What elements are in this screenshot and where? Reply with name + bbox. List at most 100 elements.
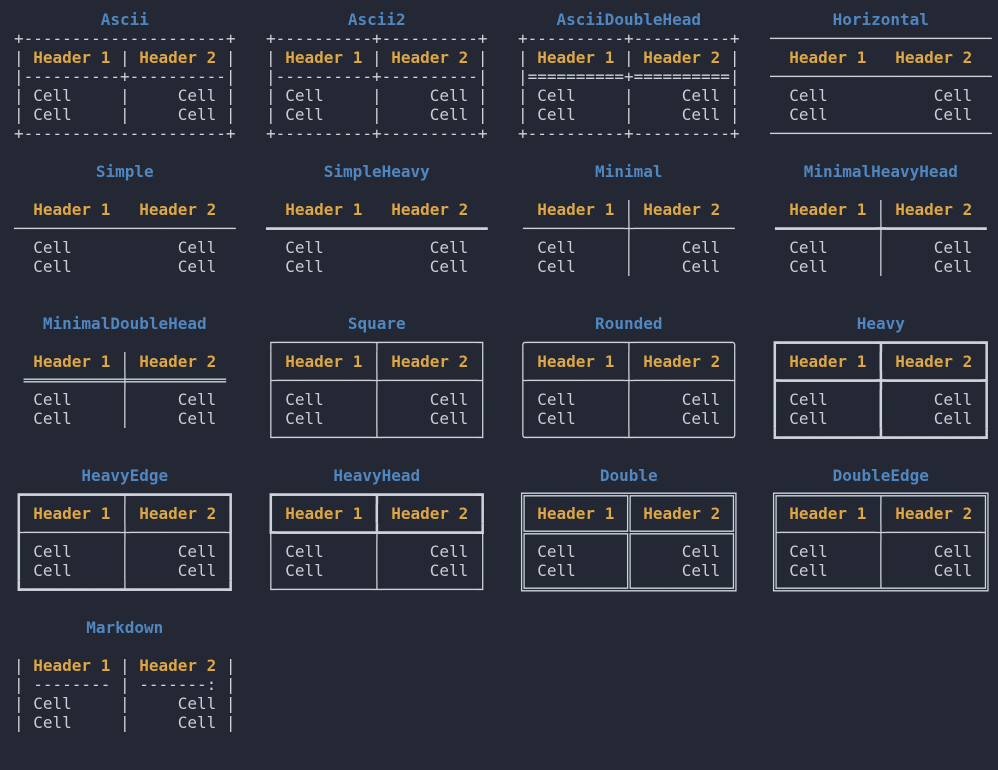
cell-text: Cell: [33, 542, 111, 561]
table-line: └──────────┴──────────┘: [266, 580, 488, 599]
table-line: ───────────────────────: [770, 29, 992, 48]
box-border: |: [110, 713, 140, 732]
cell-text: Cell: [285, 561, 363, 580]
box-border: ║: [518, 561, 538, 580]
header-text: Header 2: [391, 48, 469, 67]
cell-text: Cell: [33, 561, 111, 580]
box-border: [866, 48, 895, 67]
cell-text: Cell: [391, 542, 469, 561]
box-border: ┃: [972, 409, 992, 428]
cell-text: Cell: [895, 238, 973, 257]
box-border: +----------+----------+: [266, 124, 488, 143]
box-border: ┃: [866, 390, 896, 409]
header-text: Header 1: [33, 352, 111, 371]
box-border: ┡━━━━━━━━━━╇━━━━━━━━━━┩: [266, 523, 488, 542]
box-border: │: [866, 561, 896, 580]
cell-text: Cell: [33, 713, 111, 732]
table-line: ┗━━━━━━━━━━┷━━━━━━━━━━┛: [14, 580, 236, 599]
box-border: |: [362, 86, 392, 105]
table-line: │ Cell │ Cell │: [266, 561, 488, 580]
table-line: ┃ Cell │ Cell ┃: [14, 542, 236, 561]
cell-text: Cell: [789, 561, 867, 580]
box-border: ╺━━━━━━━━━━┿━━━━━━━━━━╸: [770, 219, 992, 238]
box-border: |: [14, 48, 34, 67]
table-line: Cell │ Cell: [14, 390, 236, 409]
box-border: ║: [614, 561, 644, 580]
box-border: [720, 238, 739, 257]
header-text: Header 1: [537, 200, 615, 219]
box-border: │: [720, 409, 740, 428]
box-border: [216, 390, 235, 409]
cell-text: Cell: [139, 542, 217, 561]
box-border: [770, 257, 789, 276]
box-border: ┃: [14, 542, 34, 561]
box-border: [362, 257, 391, 276]
table-line: Header 1 │ Header 2: [518, 200, 740, 219]
table-title: Ascii2: [347, 10, 406, 29]
table-ascii-double-head: AsciiDoubleHead +----------+----------+ | …: [518, 10, 740, 162]
table-heavy-edge: HeavyEdge ┏━━━━━━━━━━┯━━━━━━━━━━┓ ┃ Header…: [14, 466, 236, 618]
table-line: | -------- | -------: |: [14, 675, 236, 694]
box-border: +---------------------+: [14, 29, 236, 48]
box-border: |: [110, 105, 140, 124]
box-border: |: [720, 48, 740, 67]
cell-text: Cell: [537, 257, 615, 276]
table-line: Header 1 Header 2: [14, 200, 236, 219]
header-text: Header 1: [33, 200, 111, 219]
cell-text: Cell: [643, 561, 721, 580]
table-title: Ascii: [100, 10, 149, 29]
box-border: │: [866, 238, 896, 257]
cell-text: Cell: [895, 105, 973, 124]
table-line: ┠──────────┼──────────┨: [14, 523, 236, 542]
table-line: │ Header 1 │ Header 2 │: [266, 352, 488, 371]
cell-text: Cell: [643, 86, 721, 105]
cell-text: Cell: [285, 542, 363, 561]
table-line: Cell │ Cell: [14, 409, 236, 428]
box-border: │: [266, 561, 286, 580]
table-line: [770, 143, 992, 162]
table-line: [266, 181, 488, 200]
box-border: |: [468, 86, 488, 105]
box-border: │: [110, 504, 140, 523]
table-line: [14, 143, 236, 162]
table-line: ╚══════════╩══════════╝: [518, 580, 740, 599]
cell-text: Cell: [895, 542, 973, 561]
table-title: Heavy: [856, 314, 905, 333]
cell-text: Cell: [789, 542, 867, 561]
box-border: [720, 257, 739, 276]
cell-text: Cell: [139, 694, 217, 713]
box-border: |: [14, 694, 34, 713]
box-border: ║: [614, 542, 644, 561]
header-text: Header 1: [789, 200, 867, 219]
cell-text: Cell: [139, 86, 217, 105]
box-border: ╟──────────┼──────────╢: [770, 523, 992, 542]
box-border: |: [14, 713, 34, 732]
table-title: Markdown: [86, 618, 164, 637]
box-border: [14, 257, 33, 276]
table-line: [14, 637, 236, 656]
box-border: ├──────────┼──────────┤: [266, 371, 488, 390]
box-border: │: [614, 200, 644, 219]
box-border: |: [614, 105, 644, 124]
table-line: ║ Cell │ Cell ║: [770, 542, 992, 561]
table-line: Cell Cell: [770, 86, 992, 105]
cell-text: Cell: [285, 86, 363, 105]
box-border: ───────────────────────: [770, 29, 992, 48]
table-line: [266, 599, 488, 618]
table-line: [770, 447, 992, 466]
box-border: [972, 257, 991, 276]
table-line: [266, 295, 488, 314]
box-border: │: [362, 390, 392, 409]
cell-text: Cell: [391, 238, 469, 257]
table-line: ║ Cell ║ Cell ║: [518, 561, 740, 580]
box-border: [770, 105, 789, 124]
table-line: ║ Header 1 │ Header 2 ║: [770, 504, 992, 523]
cell-text: Cell: [895, 86, 973, 105]
box-border: [266, 238, 285, 257]
table-line: [14, 599, 236, 618]
table-line: [14, 276, 236, 295]
table-horizontal: Horizontal ─────────────────────── Header…: [770, 10, 992, 162]
box-border: │: [614, 238, 644, 257]
box-border: ┃: [362, 504, 392, 523]
table-title: MinimalHeavyHead: [803, 162, 958, 181]
